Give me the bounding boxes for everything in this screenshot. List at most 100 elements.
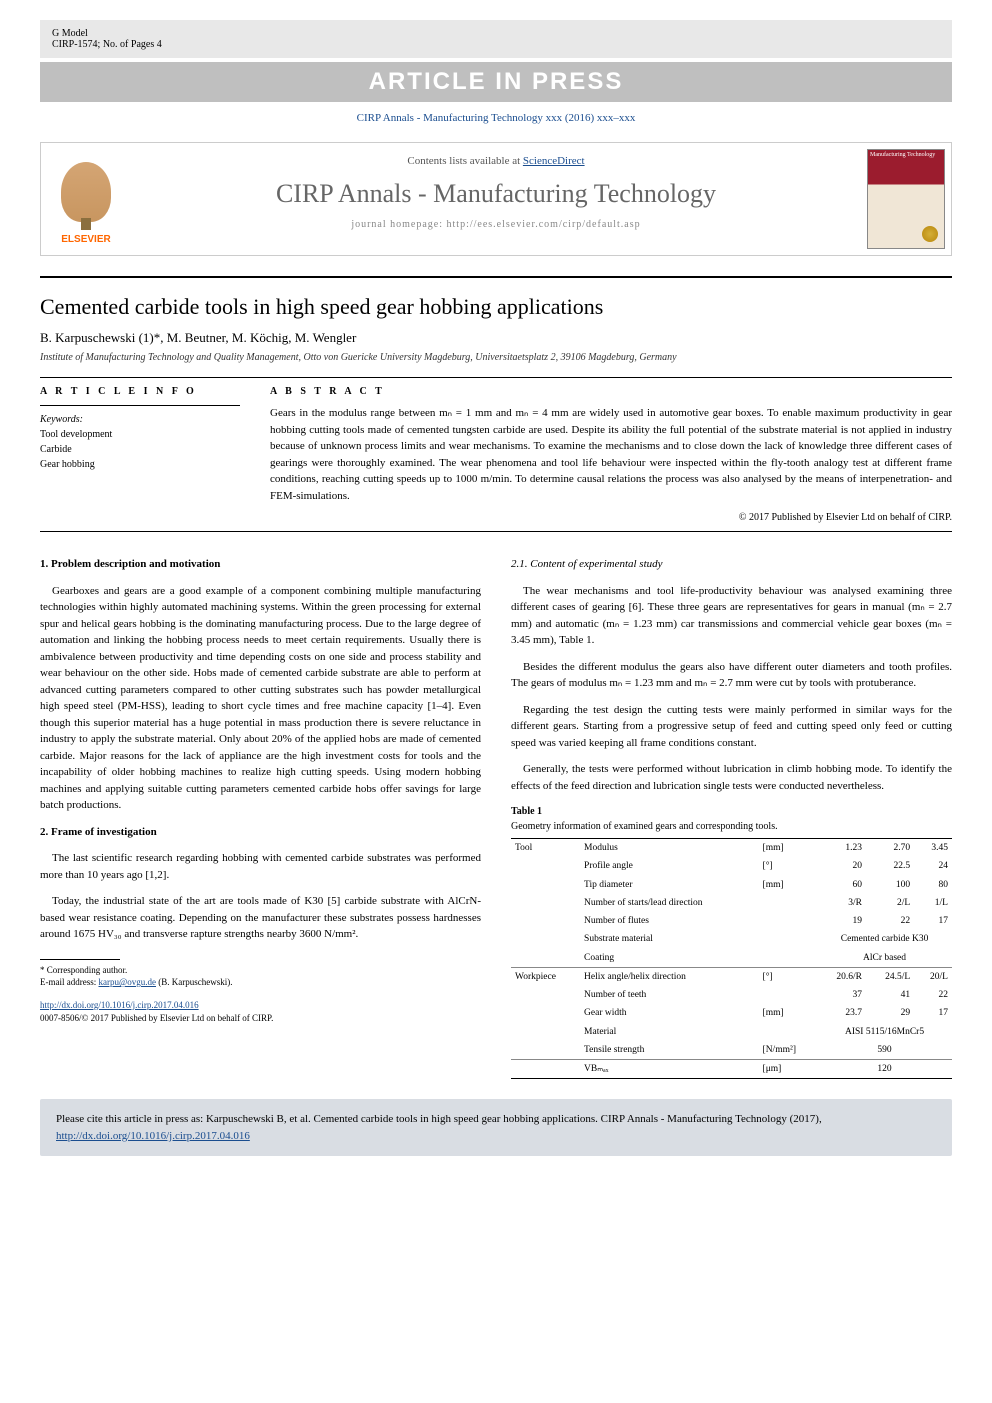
table-cell: 20/L xyxy=(914,967,952,986)
table-row-unit xyxy=(759,912,818,930)
article-info: A R T I C L E I N F O Keywords: Tool dev… xyxy=(40,386,240,523)
journal-homepage: journal homepage: http://ees.elsevier.co… xyxy=(143,219,849,230)
table-row-label: Modulus xyxy=(580,839,758,858)
citation-link[interactable]: http://dx.doi.org/10.1016/j.cirp.2017.04… xyxy=(56,1130,250,1142)
section-2-p2: Today, the industrial state of the art a… xyxy=(40,893,481,943)
doi-block: http://dx.doi.org/10.1016/j.cirp.2017.04… xyxy=(40,999,481,1026)
table-cell-span: Cemented carbide K30 xyxy=(817,930,952,948)
table-cell-span: AlCr based xyxy=(817,949,952,968)
rule-meta-bottom xyxy=(40,531,952,532)
table-cell: 80 xyxy=(914,876,952,894)
section-2-1-p4: Generally, the tests were performed with… xyxy=(511,761,952,794)
table-cell: 22 xyxy=(866,912,914,930)
keywords-label: Keywords: xyxy=(40,414,240,425)
table-cell: 19 xyxy=(817,912,866,930)
table-row-unit: [N/mm²] xyxy=(759,1041,818,1060)
section-2-1-p1: The wear mechanisms and tool life-produc… xyxy=(511,583,952,649)
table-group-label: Tool xyxy=(511,839,580,968)
table-cell: 3.45 xyxy=(914,839,952,858)
abstract-text: Gears in the modulus range between mₙ = … xyxy=(270,405,952,504)
table-row-unit: [mm] xyxy=(759,876,818,894)
table-cell: 17 xyxy=(914,1004,952,1022)
doi-link[interactable]: http://dx.doi.org/10.1016/j.cirp.2017.04… xyxy=(40,1000,199,1010)
table-cell: 1.23 xyxy=(817,839,866,858)
doc-id: CIRP-1574; No. of Pages 4 xyxy=(52,39,162,50)
table-cell: 20.6/R xyxy=(817,967,866,986)
table-row-label: Tensile strength xyxy=(580,1041,758,1060)
table-row-unit: [°] xyxy=(759,967,818,986)
table-row-label: Helix angle/helix direction xyxy=(580,967,758,986)
right-column: 2.1. Content of experimental study The w… xyxy=(511,552,952,1079)
table-row-unit: [°] xyxy=(759,857,818,875)
footnote-corresponding: * Corresponding author. E-mail address: … xyxy=(40,964,481,989)
table-row-unit: [mm] xyxy=(759,839,818,858)
journal-citation: CIRP Annals - Manufacturing Technology x… xyxy=(40,102,952,134)
table-group-label xyxy=(511,1060,580,1079)
table-cell: 2/L xyxy=(866,894,914,912)
email-link[interactable]: karpu@ovgu.de xyxy=(98,977,156,987)
table-row-label: Tip diameter xyxy=(580,876,758,894)
table-cell-span: AISI 5115/16MnCr5 xyxy=(817,1023,952,1041)
issn-copyright: 0007-8506/© 2017 Published by Elsevier L… xyxy=(40,1013,273,1023)
table-cell: 24.5/L xyxy=(866,967,914,986)
table-row-label: Profile angle xyxy=(580,857,758,875)
section-2-p1: The last scientific research regarding h… xyxy=(40,850,481,883)
table-1-caption: Table 1 Geometry information of examined… xyxy=(511,804,952,834)
article-title: Cemented carbide tools in high speed gea… xyxy=(40,294,952,320)
keyword: Tool development xyxy=(40,427,240,442)
table-cell: 29 xyxy=(866,1004,914,1022)
email-name: (B. Karpuschewski). xyxy=(156,977,232,987)
table-row-unit xyxy=(759,986,818,1004)
section-2-1-heading: 2.1. Content of experimental study xyxy=(511,556,952,573)
footnote-rule xyxy=(40,959,120,960)
table-row-unit: [mm] xyxy=(759,1004,818,1022)
rule-top xyxy=(40,276,952,278)
citation-text: Please cite this article in press as: Ka… xyxy=(56,1113,822,1125)
abstract-copyright: © 2017 Published by Elsevier Ltd on beha… xyxy=(270,512,952,523)
table-row-label: Material xyxy=(580,1023,758,1041)
table-row-label: Substrate material xyxy=(580,930,758,948)
affiliation: Institute of Manufacturing Technology an… xyxy=(40,352,952,363)
table-row-unit xyxy=(759,1023,818,1041)
section-1-p1: Gearboxes and gears are a good example o… xyxy=(40,583,481,814)
body-columns: 1. Problem description and motivation Ge… xyxy=(40,552,952,1079)
table-row-unit xyxy=(759,930,818,948)
header-meta: G Model CIRP-1574; No. of Pages 4 xyxy=(40,20,952,58)
section-1-heading: 1. Problem description and motivation xyxy=(40,556,481,573)
table-row-unit: [μm] xyxy=(759,1060,818,1079)
table-row-unit xyxy=(759,949,818,968)
rule-info xyxy=(40,405,240,406)
elsevier-logo: ELSEVIER xyxy=(41,143,131,255)
cover-title: Manufacturing Technology xyxy=(868,150,944,160)
sciencedirect-link[interactable]: ScienceDirect xyxy=(523,155,585,167)
press-banner: ARTICLE IN PRESS xyxy=(40,62,952,102)
cover-seal-icon xyxy=(922,226,938,242)
table-cell: 20 xyxy=(817,857,866,875)
journal-name: CIRP Annals - Manufacturing Technology xyxy=(143,179,849,209)
corr-author-label: * Corresponding author. xyxy=(40,964,481,977)
table-cell: 60 xyxy=(817,876,866,894)
table-1-caption-text: Geometry information of examined gears a… xyxy=(511,821,778,832)
contents-available: Contents lists available at ScienceDirec… xyxy=(143,155,849,167)
table-cell: 2.70 xyxy=(866,839,914,858)
press-banner-text: ARTICLE IN PRESS xyxy=(369,68,624,95)
rule-meta-top xyxy=(40,377,952,378)
table-1: ToolModulus[mm]1.232.703.45Profile angle… xyxy=(511,838,952,1079)
table-row-unit xyxy=(759,894,818,912)
table-cell: 100 xyxy=(866,876,914,894)
table-cell: 23.7 xyxy=(817,1004,866,1022)
section-2-heading: 2. Frame of investigation xyxy=(40,824,481,841)
journal-center: Contents lists available at ScienceDirec… xyxy=(131,143,861,255)
email-label: E-mail address: xyxy=(40,977,98,987)
table-row-label: Number of flutes xyxy=(580,912,758,930)
table-cell: 17 xyxy=(914,912,952,930)
table-row-label: Number of teeth xyxy=(580,986,758,1004)
cover-thumbnail: Manufacturing Technology xyxy=(867,149,945,249)
table-row-label: Coating xyxy=(580,949,758,968)
section-2-1-p3: Regarding the test design the cutting te… xyxy=(511,702,952,752)
left-column: 1. Problem description and motivation Ge… xyxy=(40,552,481,1079)
table-cell: 3/R xyxy=(817,894,866,912)
g-model-label: G Model xyxy=(52,28,162,39)
table-cell: 1/L xyxy=(914,894,952,912)
table-cell-span: 120 xyxy=(817,1060,952,1079)
